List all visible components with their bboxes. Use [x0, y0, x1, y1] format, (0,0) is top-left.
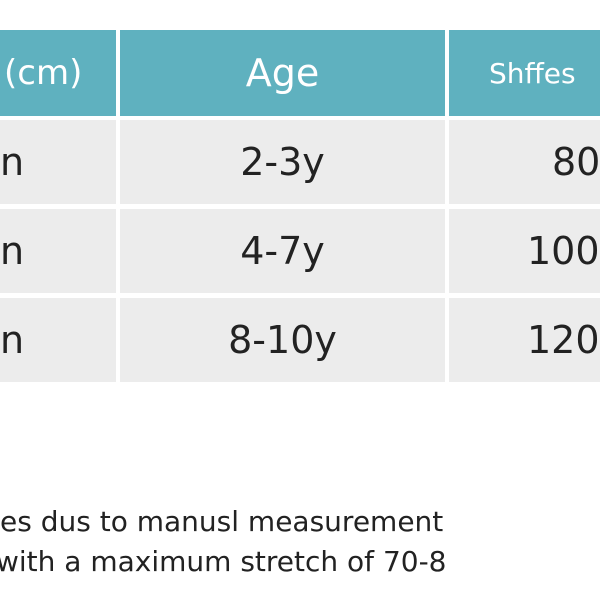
- cell: n: [0, 120, 116, 204]
- footnote: es dus to manusl measurement: [0, 505, 444, 538]
- cell: 8-10y: [120, 298, 445, 382]
- header-cell: (cm): [0, 30, 116, 116]
- cell: n: [0, 298, 116, 382]
- cell: 4-7y: [120, 209, 445, 293]
- footnote: with a maximum stretch of 70-8: [0, 545, 447, 578]
- cell: 120: [449, 298, 600, 382]
- header-cell: Shffes: [449, 30, 600, 116]
- cell: 100: [449, 209, 600, 293]
- cell: 80: [449, 120, 600, 204]
- header-cell: Age: [120, 30, 445, 116]
- cell: 2-3y: [120, 120, 445, 204]
- cell: n: [0, 209, 116, 293]
